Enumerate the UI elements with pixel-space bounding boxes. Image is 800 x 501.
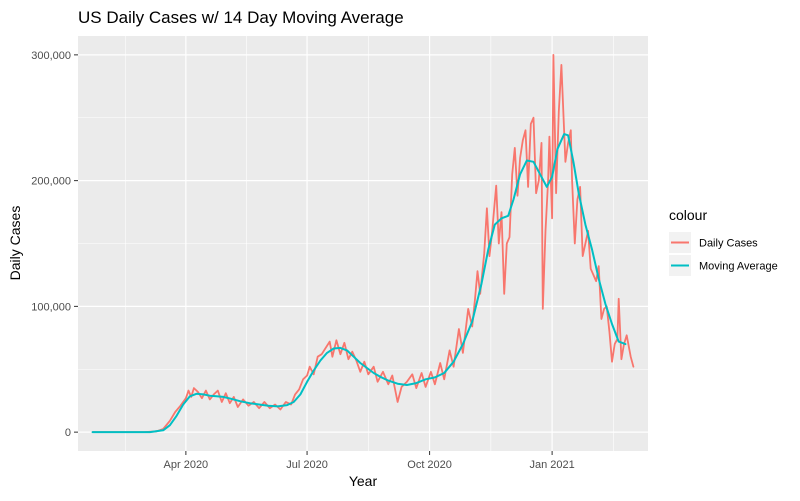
- y-axis-title: Daily Cases: [7, 206, 23, 281]
- y-tick-label: 300,000: [31, 50, 71, 62]
- x-tick-label: Jan 2021: [529, 459, 574, 471]
- series-layer: [91, 54, 635, 434]
- y-tick-label: 200,000: [31, 176, 71, 188]
- x-tick-label: Oct 2020: [407, 459, 452, 471]
- y-tick-label: 0: [65, 427, 71, 439]
- y-tick-label: 100,000: [31, 301, 71, 313]
- legend-label-moving-average: Moving Average: [699, 261, 778, 273]
- legend: colour Daily Cases Moving Average: [669, 207, 778, 276]
- legend-item-moving-average: Moving Average: [669, 255, 778, 276]
- chart-title: US Daily Cases w/ 14 Day Moving Average: [78, 8, 404, 27]
- legend-label-daily-cases: Daily Cases: [699, 238, 758, 250]
- minor-grid: [78, 36, 648, 451]
- legend-title: colour: [669, 207, 707, 223]
- x-axis: Apr 2020 Jul 2020 Oct 2020 Jan 2021: [164, 451, 575, 471]
- x-tick-label: Apr 2020: [164, 459, 209, 471]
- series-line-moving-average: [91, 133, 627, 434]
- y-axis: 0 100,000 200,000 300,000: [31, 50, 78, 439]
- x-tick-label: Jul 2020: [286, 459, 328, 471]
- x-axis-title: Year: [349, 473, 378, 489]
- legend-item-daily-cases: Daily Cases: [669, 232, 758, 253]
